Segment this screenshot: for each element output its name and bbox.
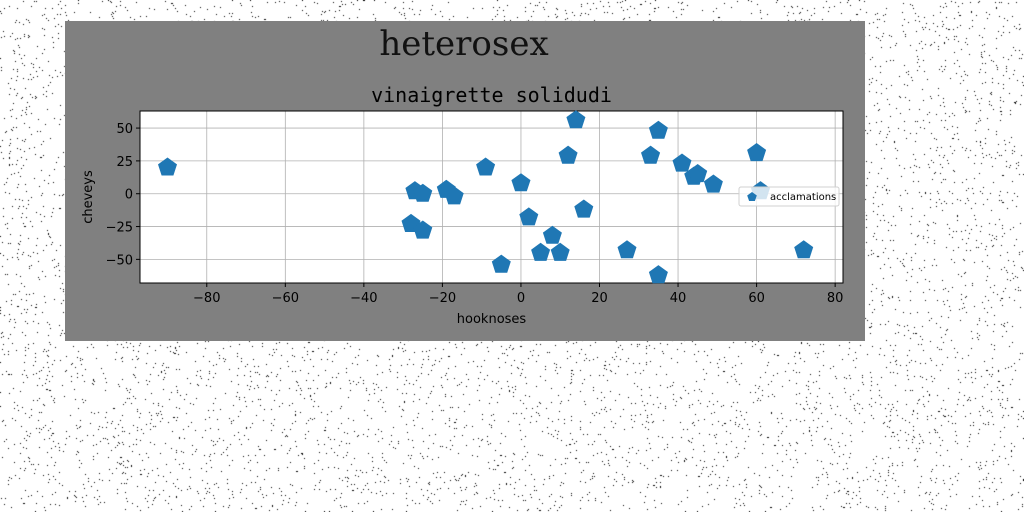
- figure-suptitle: heterosex: [379, 24, 549, 64]
- scatter-point: [476, 157, 496, 176]
- legend-label: acclamations: [770, 192, 836, 203]
- x-tick-label: 60: [748, 291, 765, 306]
- scatter-point: [617, 240, 637, 259]
- x-tick-label: −60: [272, 291, 299, 306]
- legend-marker: [747, 192, 757, 201]
- x-tick-label: −20: [429, 291, 456, 306]
- x-tick-label: −80: [193, 291, 220, 306]
- scatter-point: [703, 174, 723, 193]
- x-tick-label: 0: [517, 291, 525, 306]
- y-axis-ticks: −50 −25 0 25 50: [106, 122, 140, 268]
- x-axis-ticks: −80 −60 −40 −20 0 20 40 60 80: [193, 283, 843, 306]
- scatter-point: [794, 240, 814, 259]
- legend: acclamations: [738, 186, 840, 207]
- y-tick-label: 0: [125, 188, 133, 203]
- plot-frame: [139, 110, 844, 284]
- scatter-point: [574, 199, 594, 218]
- x-tick-label: −40: [350, 291, 377, 306]
- legend-box: [738, 186, 840, 207]
- x-tick-label: 40: [670, 291, 687, 306]
- scatter-point: [158, 157, 177, 176]
- scatter-point: [491, 254, 511, 273]
- scatter-point: [542, 225, 562, 244]
- scatter-point: [413, 183, 433, 202]
- scatter-point: [648, 120, 668, 139]
- y-tick-label: −25: [106, 221, 133, 236]
- scatter-point: [550, 242, 570, 261]
- y-tick-label: −50: [106, 253, 133, 268]
- scatter-point: [511, 173, 531, 192]
- x-tick-label: 80: [827, 291, 844, 306]
- plot-area: [140, 111, 843, 283]
- scatter-point: [519, 207, 539, 226]
- scatter-point: [672, 153, 692, 172]
- scatter-point: [688, 164, 708, 183]
- y-axis-label: cheveys: [81, 170, 96, 224]
- scatter-point: [558, 145, 578, 164]
- y-tick-label: 50: [116, 122, 133, 137]
- scatter-point: [444, 186, 464, 205]
- x-axis-label: hooknoses: [457, 312, 527, 327]
- scatter-point: [641, 145, 661, 164]
- scatter-point: [747, 143, 767, 162]
- y-tick-label: 25: [116, 155, 133, 170]
- chart-title: vinaigrette solidudi: [371, 83, 612, 107]
- scatter-point: [566, 110, 586, 129]
- x-tick-label: 20: [591, 291, 608, 306]
- data-points: [158, 110, 814, 284]
- scatter-point: [531, 242, 551, 261]
- scatter-point: [648, 265, 668, 284]
- scatter-point: [413, 220, 433, 239]
